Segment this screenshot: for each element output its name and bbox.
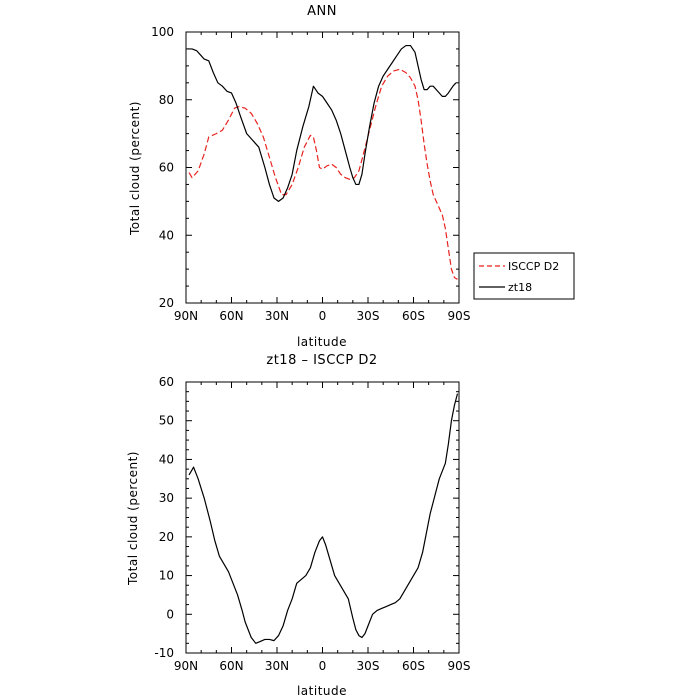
- bottom-x-axis-title: latitude: [297, 684, 347, 698]
- top-x-tick-label: 0: [319, 309, 327, 323]
- bottom-y-tick-label: 50: [159, 414, 174, 428]
- bottom-series-lines: [188, 393, 459, 644]
- top-x-tick-label: 30N: [265, 309, 289, 323]
- bottom-x-tick-label: 30S: [357, 659, 380, 673]
- top-y-tick-label: 80: [159, 93, 174, 107]
- bottom-x-tick-label: 0: [319, 659, 327, 673]
- bottom-plot-frame: [185, 381, 460, 654]
- bottom-y-tick-label: 10: [159, 569, 174, 583]
- top-series-line-zt18: [187, 44, 457, 202]
- top-x-axis-title: latitude: [297, 335, 347, 349]
- bottom-y-tick-label: -10: [154, 646, 174, 660]
- top-plot-title: ANN: [307, 4, 337, 19]
- bottom-series-line-0: [188, 393, 459, 644]
- bottom-x-tick-label: 30N: [265, 659, 289, 673]
- legend-label-zt18: zt18: [508, 281, 532, 294]
- legend-box: [473, 252, 575, 300]
- bottom-y-axis-title: Total cloud (percent): [126, 451, 140, 586]
- top-y-tick-label: 60: [159, 161, 174, 175]
- top-x-tick-label: 30S: [357, 309, 380, 323]
- legend: ISCCP D2 zt18: [473, 252, 575, 300]
- bottom-axis-ticks: 90N 60N 30N 0 30S 60S 90S -10 0 10 20 30 40 50 60: [154, 375, 470, 673]
- top-panel: ANN 90N 60N 30N 0 30S 60S 90S 20 40 60 80 100 latit…: [128, 4, 470, 349]
- top-axis-ticks: 90N 60N 30N 0 30S 60S 90S 20 40 60 80 100: [151, 25, 470, 323]
- bottom-y-tick-label: 0: [166, 607, 174, 621]
- top-series-lines: [187, 44, 458, 280]
- bottom-y-tick-label: 20: [159, 530, 174, 544]
- bottom-y-tick-label: 60: [159, 375, 174, 389]
- top-x-tick-label: 90S: [448, 309, 471, 323]
- bottom-x-tick-label: 60N: [219, 659, 243, 673]
- legend-label-isccp: ISCCP D2: [508, 260, 559, 273]
- bottom-panel: zt18 – ISCCP D2 90N 60N 30N 0 30S 60S 90S -10 0 1…: [126, 353, 470, 698]
- top-y-tick-label: 100: [151, 25, 174, 39]
- top-y-tick-label: 20: [159, 296, 174, 310]
- top-x-tick-label: 60N: [219, 309, 243, 323]
- top-y-tick-label: 40: [159, 228, 174, 242]
- bottom-x-tick-label: 90S: [448, 659, 471, 673]
- bottom-x-tick-label: 90N: [174, 659, 198, 673]
- bottom-y-tick-label: 40: [159, 452, 174, 466]
- top-x-tick-label: 90N: [174, 309, 198, 323]
- top-series-line-isccp-d2: [188, 68, 458, 280]
- top-x-tick-label: 60S: [402, 309, 425, 323]
- bottom-x-tick-label: 60S: [402, 659, 425, 673]
- bottom-y-tick-label: 30: [159, 491, 174, 505]
- bottom-plot-title: zt18 – ISCCP D2: [266, 353, 377, 368]
- top-y-axis-title: Total cloud (percent): [128, 101, 142, 236]
- top-plot-frame: [185, 31, 460, 304]
